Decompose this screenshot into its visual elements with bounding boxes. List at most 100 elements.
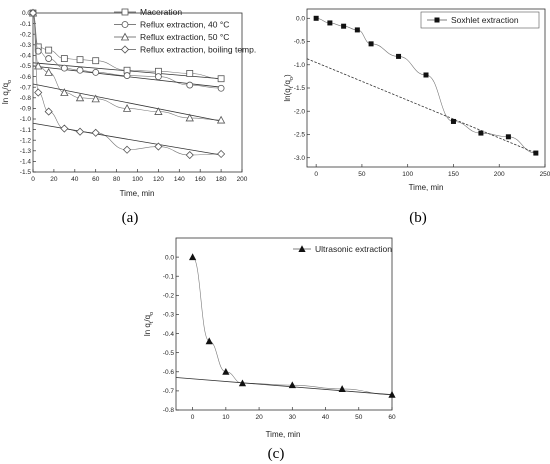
y-tick-label: -0.8 <box>20 95 32 102</box>
data-point <box>238 379 247 387</box>
x-tick-label: 10 <box>222 414 230 421</box>
data-point <box>313 15 319 21</box>
data-point <box>44 107 53 116</box>
x-tick-label: 20 <box>255 414 263 421</box>
legend-label: Soxhlet extraction <box>451 15 519 25</box>
legend-marker <box>121 8 129 16</box>
x-tick-label: 50 <box>358 171 366 178</box>
data-point <box>396 53 402 59</box>
data-point <box>217 75 225 83</box>
data-point <box>222 367 230 375</box>
data-point <box>60 124 69 133</box>
series-1 <box>175 253 396 398</box>
y-tick-label: 0.0 <box>165 254 174 261</box>
y-tick-label: -0.4 <box>20 53 32 60</box>
series-connector-line <box>32 12 222 89</box>
data-point <box>91 128 100 137</box>
y-tick-label: -2.0 <box>294 108 306 115</box>
x-tick-label: 50 <box>355 414 363 421</box>
data-point <box>186 70 194 77</box>
data-point <box>154 107 163 115</box>
linear-fit-line <box>306 58 536 154</box>
linear-fit-line <box>175 377 393 396</box>
data-point <box>478 130 484 136</box>
x-tick-label: 40 <box>71 176 79 183</box>
data-point <box>92 57 100 65</box>
x-axis-label: Time, min <box>266 430 301 439</box>
y-tick-label: -0.7 <box>163 388 175 395</box>
y-tick-label: -0.2 <box>20 31 32 38</box>
y-tick-label: -1.2 <box>20 137 32 144</box>
x-tick-label: 40 <box>322 414 330 421</box>
y-tick-label: -0.1 <box>20 21 32 28</box>
data-point <box>92 68 100 76</box>
series-1 <box>29 9 225 83</box>
series-connector-line <box>32 12 222 80</box>
data-point <box>186 81 194 89</box>
y-tick-label: -0.5 <box>20 63 32 70</box>
y-axis-label: ln qt/qo <box>1 80 13 104</box>
data-point <box>28 8 38 18</box>
data-point <box>533 150 539 156</box>
data-point <box>60 64 68 72</box>
data-point <box>217 149 226 159</box>
x-tick-label: 0 <box>31 176 35 183</box>
data-point <box>423 72 429 78</box>
y-tick-label: -0.6 <box>163 369 175 376</box>
linear-fit-line <box>32 83 222 122</box>
plot-frame <box>306 8 546 168</box>
data-point <box>75 93 85 102</box>
data-point <box>34 47 42 55</box>
y-tick-label: -0.6 <box>20 74 32 81</box>
legend-label: Reflux extraction, boiling temp. <box>140 45 256 55</box>
x-tick-label: 150 <box>448 171 459 178</box>
y-tick-label: -0.1 <box>163 273 175 280</box>
x-tick-label: 200 <box>494 171 505 178</box>
chart-panel-1: 0 20 40 60 80 100 120 140 160 180 200 0.0 -0.1 -0.2 -0… <box>1 7 256 226</box>
y-tick-label: -1.5 <box>20 169 32 176</box>
data-point <box>154 142 163 151</box>
panel-label: (b) <box>409 210 427 226</box>
y-tick-label: -1.0 <box>294 62 306 69</box>
x-tick-label: 80 <box>113 176 121 183</box>
y-axis-label: ln(qt/qo) <box>283 74 295 102</box>
series-connector-line <box>316 17 536 154</box>
data-point <box>45 46 53 54</box>
y-tick-label: -1.1 <box>20 127 32 134</box>
legend-label: Reflux extraction, 40 °C <box>140 20 229 30</box>
series-4 <box>28 8 226 160</box>
x-tick-label: 60 <box>92 176 100 183</box>
data-point <box>76 66 84 74</box>
legend-marker <box>434 17 440 23</box>
y-tick-label: -3.0 <box>294 155 306 162</box>
y-tick-label: -2.5 <box>294 132 306 139</box>
data-point <box>34 61 43 70</box>
data-point <box>368 41 374 47</box>
legend-marker <box>121 21 129 28</box>
data-point <box>450 118 456 124</box>
legend-marker <box>120 32 130 41</box>
data-point <box>91 94 100 103</box>
y-tick-label: -1.4 <box>20 159 32 166</box>
data-point <box>216 115 226 124</box>
legend-box <box>420 11 540 29</box>
y-axis-label: ln qt/qo <box>143 312 155 336</box>
legend-label: Ultrasonic extraction <box>315 244 392 254</box>
data-point <box>44 68 53 76</box>
data-point <box>45 55 53 62</box>
data-point <box>34 88 43 97</box>
x-tick-label: 100 <box>402 171 413 178</box>
panel-label: (a) <box>122 210 139 226</box>
data-point <box>388 390 396 398</box>
x-tick-label: 160 <box>195 176 206 183</box>
y-tick-label: -1.0 <box>20 116 32 123</box>
data-point <box>185 150 194 160</box>
data-point <box>354 27 360 33</box>
data-point <box>75 127 85 136</box>
y-tick-label: -0.3 <box>20 42 32 49</box>
legend-label: Reflux extraction, 50 °C <box>140 32 229 42</box>
x-axis-label: Time, min <box>409 183 444 192</box>
y-tick-label: -0.4 <box>163 331 175 338</box>
x-tick-label: 140 <box>174 176 185 183</box>
